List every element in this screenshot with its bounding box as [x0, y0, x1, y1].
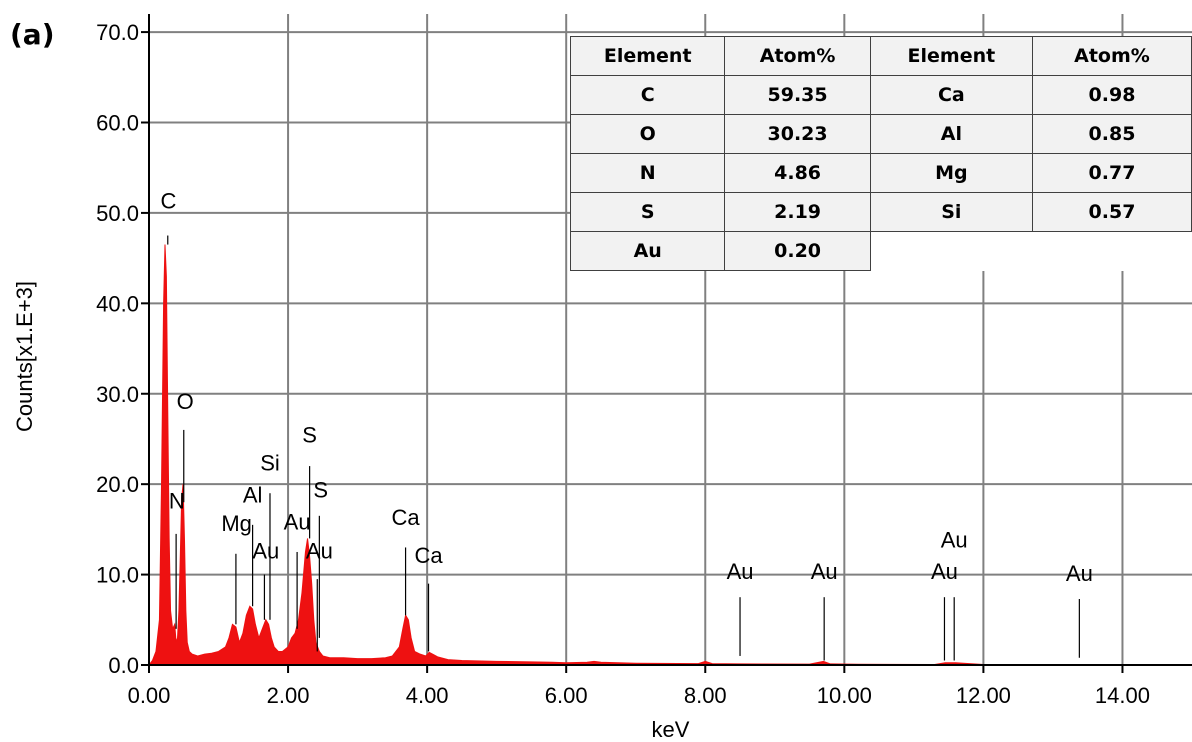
peak-label: Au: [284, 509, 311, 534]
table-cell: 0.77: [1031, 153, 1192, 193]
table-row: N 4.86 Mg 0.77: [569, 153, 1192, 193]
x-tick-label: 8.00: [684, 683, 727, 708]
peak-label: Au: [931, 559, 958, 584]
header-cell: Atom%: [724, 36, 871, 76]
tick-labels: 0.0 10.0 20.0 30.0 40.0 50.0 60.0 70.0 0.00 2.00 4…: [96, 20, 1150, 742]
header-cell: Element: [869, 36, 1033, 76]
y-axis-label: Counts[x1.E+3]: [12, 280, 37, 432]
table-cell: O: [569, 114, 726, 154]
table-cell: 0.98: [1031, 75, 1192, 115]
peak-label: S: [313, 478, 328, 503]
table-cell: 0.20: [724, 231, 871, 271]
peak-label: O: [177, 389, 194, 414]
peak-label: N: [169, 489, 185, 514]
table-row: C 59.35 Ca 0.98: [569, 75, 1192, 115]
table-cell: 0.57: [1031, 192, 1192, 232]
peak-label: Au: [1066, 561, 1093, 586]
table-cell: Si: [869, 192, 1033, 232]
y-tick-label: 0.0: [108, 653, 139, 678]
y-tick-label: 50.0: [96, 201, 139, 226]
peak-label: S: [302, 423, 317, 448]
table-cell: 4.86: [724, 153, 871, 193]
table-cell-empty: [1032, 231, 1192, 271]
peak-label: Au: [727, 559, 754, 584]
table-row: O 30.23 Al 0.85: [569, 114, 1192, 154]
y-tick-label: 60.0: [96, 111, 139, 136]
header-cell: Atom%: [1031, 36, 1192, 76]
x-axis-label: keV: [652, 717, 690, 742]
table-row: Au 0.20: [569, 231, 1192, 271]
panel-label: (a): [10, 18, 55, 51]
table-cell: S: [569, 192, 726, 232]
table-cell-empty: [870, 231, 1033, 271]
table-cell: 30.23: [724, 114, 871, 154]
peak-label: Au: [811, 559, 838, 584]
table-cell: Mg: [869, 153, 1033, 193]
table-cell: Ca: [869, 75, 1033, 115]
y-tick-label: 20.0: [96, 472, 139, 497]
table-cell: C: [569, 75, 726, 115]
table-cell: Al: [869, 114, 1033, 154]
table-header-row: Element Atom% Element Atom%: [569, 36, 1192, 76]
header-cell: Element: [569, 36, 726, 76]
peak-label: Al: [243, 482, 263, 507]
x-tick-label: 12.00: [956, 683, 1011, 708]
table-cell: 2.19: [724, 192, 871, 232]
x-tick-label: 10.00: [817, 683, 872, 708]
peak-label: C: [161, 188, 177, 213]
composition-table: Element Atom% Element Atom% C 59.35 Ca 0…: [569, 36, 1192, 271]
peak-label: Mg: [221, 511, 252, 536]
table-cell: Au: [569, 231, 726, 271]
x-tick-label: 14.00: [1095, 683, 1150, 708]
table-cell: 0.85: [1031, 114, 1192, 154]
y-tick-label: 10.0: [96, 563, 139, 588]
peak-label: Au: [252, 538, 279, 563]
axes: [141, 14, 1192, 673]
x-tick-label: 4.00: [406, 683, 449, 708]
x-tick-label: 6.00: [545, 683, 588, 708]
x-tick-label: 0.00: [128, 683, 171, 708]
peak-label: Ca: [392, 505, 421, 530]
table-row: S 2.19 Si 0.57: [569, 192, 1192, 232]
peak-label: Si: [260, 451, 280, 476]
peak-label: Au: [941, 527, 968, 552]
y-tick-label: 40.0: [96, 291, 139, 316]
peak-label: Ca: [414, 543, 443, 568]
spectrum-area: [147, 244, 1192, 666]
spectrum-series: [147, 244, 1192, 666]
peak-label: Au: [306, 538, 333, 563]
x-tick-label: 2.00: [267, 683, 310, 708]
y-tick-label: 30.0: [96, 382, 139, 407]
table-cell: 59.35: [724, 75, 871, 115]
table-cell: N: [569, 153, 726, 193]
y-tick-label: 70.0: [96, 20, 139, 45]
